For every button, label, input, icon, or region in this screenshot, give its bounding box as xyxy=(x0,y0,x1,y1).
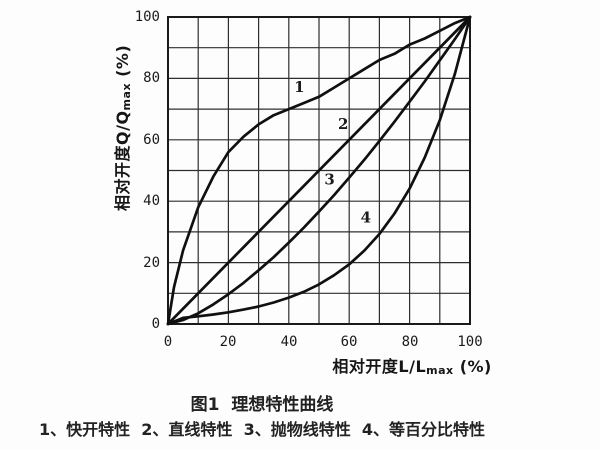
curve-linear xyxy=(166,15,472,326)
x-axis-title-text: 相对开度L/L xyxy=(332,357,427,376)
curve-label-parabolic: 3 xyxy=(324,170,334,188)
x-tick-100: 100 xyxy=(457,334,483,350)
y-axis-title-unit: (%) xyxy=(113,44,132,83)
y-axis-title: 相对开度Q/Qmax (%) xyxy=(90,45,152,236)
curve-parabolic xyxy=(166,15,472,326)
y-tick-60: 60 xyxy=(143,132,160,148)
curve-quick-opening xyxy=(166,15,472,326)
y-tick-100: 100 xyxy=(134,9,160,25)
plot-border xyxy=(167,16,471,325)
x-tick-80: 80 xyxy=(401,334,419,350)
y-tick-0: 0 xyxy=(151,316,160,332)
curve-label-linear: 2 xyxy=(338,115,348,133)
x-tick-60: 60 xyxy=(340,334,358,350)
figure-caption: 图1 理想特性曲线 1、快开特性 2、直线特性 3、抛物线特性 4、等百分比特性 xyxy=(0,394,524,441)
y-tick-40: 40 xyxy=(143,193,160,209)
caption-title: 图1 理想特性曲线 xyxy=(190,395,334,415)
y-axis-title-subscript: max xyxy=(120,82,133,111)
x-tick-20: 20 xyxy=(219,334,237,350)
x-axis-title: 相对开度L/Lmax (%) xyxy=(308,334,492,396)
caption-legend: 1、快开特性 2、直线特性 3、抛物线特性 4、等百分比特性 xyxy=(39,420,485,439)
x-tick-40: 40 xyxy=(280,334,298,350)
curve-label-quick-opening: 1 xyxy=(294,78,304,96)
x-axis-title-unit: (%) xyxy=(453,357,492,376)
x-tick-0: 0 xyxy=(163,334,173,350)
x-axis-title-subscript: max xyxy=(426,364,454,377)
y-tick-20: 20 xyxy=(143,255,160,271)
y-tick-80: 80 xyxy=(143,70,160,86)
curve-equal-percentage xyxy=(166,15,472,326)
curve-label-equal-percentage: 4 xyxy=(361,209,371,227)
y-axis-title-text: 相对开度Q/Q xyxy=(113,110,132,211)
